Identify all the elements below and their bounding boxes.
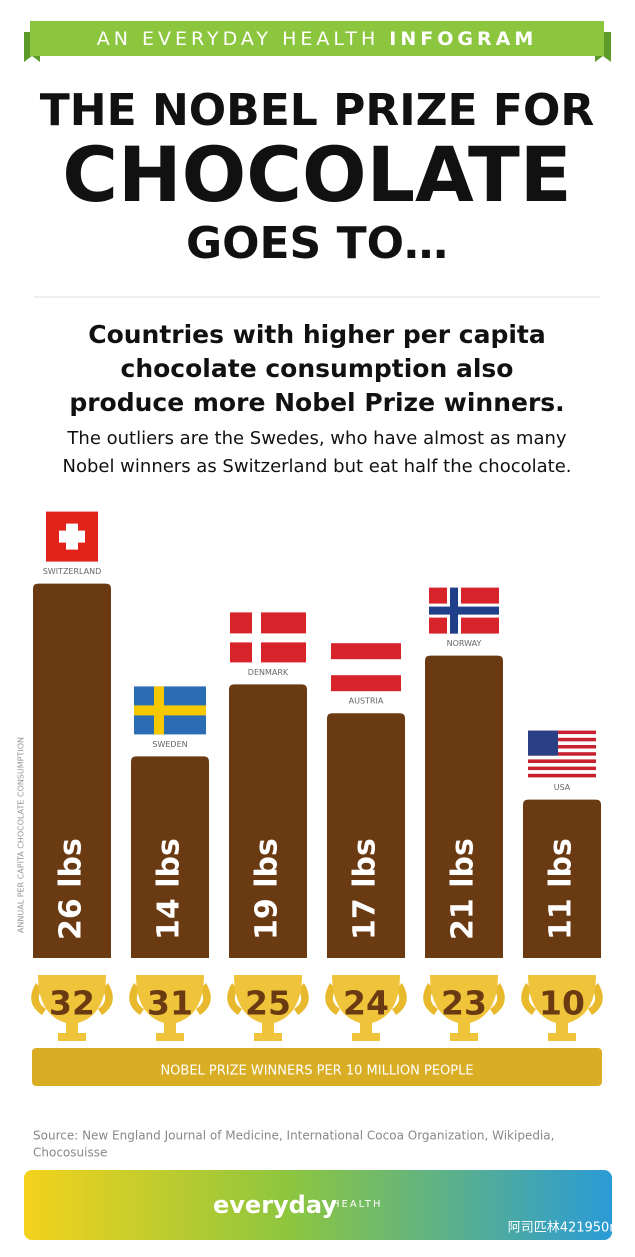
flag bbox=[528, 730, 596, 735]
subtitle: Countries with higher per capita bbox=[88, 320, 546, 349]
value-label: 14 lbs bbox=[152, 838, 187, 940]
trophy bbox=[325, 983, 407, 1015]
category-label: NORWAY bbox=[447, 639, 482, 648]
nobel-value: 31 bbox=[147, 984, 193, 1023]
trophy bbox=[31, 983, 113, 1015]
trophy bbox=[332, 975, 400, 1041]
category-label: DENMARK bbox=[248, 668, 289, 677]
value-label: 11 lbs bbox=[544, 838, 579, 940]
flag bbox=[528, 734, 596, 738]
flag bbox=[528, 737, 596, 742]
title-line: CHOCOLATE bbox=[62, 130, 571, 219]
nobel-value: 25 bbox=[245, 984, 291, 1023]
flag bbox=[528, 759, 596, 763]
logo-small: HEALTH bbox=[332, 1199, 383, 1210]
trophy bbox=[423, 983, 505, 1015]
trophy bbox=[227, 983, 309, 1015]
trophy bbox=[528, 975, 596, 1041]
trophy bbox=[430, 975, 498, 1041]
bar bbox=[327, 713, 405, 958]
category-label: SWITZERLAND bbox=[43, 567, 102, 576]
category-label: USA bbox=[554, 783, 571, 792]
value-label: 17 lbs bbox=[348, 838, 383, 940]
subtitle: produce more Nobel Prize winners. bbox=[69, 388, 564, 417]
trophy bbox=[38, 975, 106, 1041]
y-axis-label: ANNUAL PER CAPITA CHOCOLATE CONSUMPTION bbox=[17, 737, 26, 933]
nobel-value: 24 bbox=[343, 984, 389, 1023]
flag bbox=[528, 770, 596, 774]
flag bbox=[528, 745, 596, 749]
trophy bbox=[136, 975, 204, 1041]
flag bbox=[528, 748, 596, 753]
source: Source: New England Journal of Medicine,… bbox=[33, 1129, 554, 1143]
trophy bbox=[234, 975, 302, 1041]
flag bbox=[230, 633, 306, 643]
bar bbox=[131, 756, 209, 958]
flag bbox=[429, 606, 499, 615]
nobel-band bbox=[32, 1048, 602, 1086]
plot: 26 lbs SWITZERLAND 32 14 lbs SWEDEN 31 19 lbs D… bbox=[31, 511, 603, 1041]
flag bbox=[331, 659, 401, 676]
banner-text: AN EVERYDAY HEALTH INFOGRAM bbox=[97, 28, 537, 50]
nobel-value: 10 bbox=[539, 984, 585, 1023]
bar bbox=[33, 583, 111, 958]
flag bbox=[528, 730, 558, 756]
description: Nobel winners as Switzerland but eat hal… bbox=[62, 456, 571, 477]
bar bbox=[229, 684, 307, 958]
trophy bbox=[129, 983, 211, 1015]
title-line: GOES TO… bbox=[186, 218, 448, 269]
watermark: 阿司匹林421950m bbox=[508, 1221, 622, 1236]
flag bbox=[528, 752, 596, 756]
value-label: 26 lbs bbox=[54, 838, 89, 940]
value-label: 19 lbs bbox=[250, 838, 285, 940]
footer bbox=[24, 1170, 612, 1240]
subtitle: chocolate consumption also bbox=[121, 354, 514, 383]
banner bbox=[30, 21, 604, 56]
title-line: THE NOBEL PRIZE FOR bbox=[40, 85, 595, 136]
value-label: 21 lbs bbox=[446, 838, 481, 940]
nobel-value: 32 bbox=[49, 984, 95, 1023]
flag bbox=[528, 763, 596, 767]
logo: everyday bbox=[213, 1191, 337, 1219]
category-label: SWEDEN bbox=[152, 740, 187, 749]
bar bbox=[425, 655, 503, 958]
trophy bbox=[521, 983, 603, 1015]
banner-plain: AN EVERYDAY HEALTH bbox=[97, 28, 379, 50]
description: The outliers are the Swedes, who have al… bbox=[66, 428, 566, 449]
flag bbox=[528, 766, 596, 771]
source: Chocosuisse bbox=[33, 1146, 107, 1160]
bar bbox=[523, 799, 601, 958]
flag bbox=[134, 705, 206, 716]
flag bbox=[528, 773, 596, 778]
nobel-value: 23 bbox=[441, 984, 487, 1023]
banner-bold: INFOGRAM bbox=[389, 28, 537, 50]
flag bbox=[528, 755, 596, 760]
flag bbox=[528, 741, 596, 745]
nobel-label: NOBEL PRIZE WINNERS PER 10 MILLION PEOPL… bbox=[160, 1064, 473, 1079]
category-label: AUSTRIA bbox=[349, 697, 384, 706]
flag bbox=[59, 530, 85, 543]
